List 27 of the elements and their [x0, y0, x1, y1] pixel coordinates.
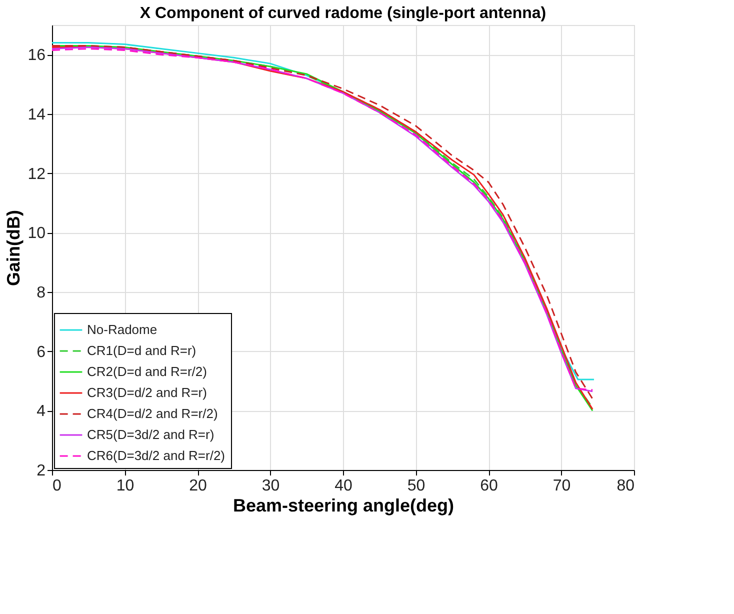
legend-label: CR1(D=d and R=r) — [87, 343, 196, 358]
y-tick-label: 8 — [36, 284, 46, 302]
y-tick-label: 2 — [36, 462, 46, 480]
y-tick-label: 14 — [28, 106, 46, 124]
legend-label: CR2(D=d and R=r/2) — [87, 364, 207, 379]
legend-label: CR6(D=3d/2 and R=r/2) — [87, 448, 226, 463]
x-tick-label: 50 — [407, 478, 426, 494]
y-tick-label: 10 — [28, 225, 46, 242]
y-tick-label: 12 — [28, 166, 46, 183]
x-tick-label: 20 — [189, 478, 207, 494]
legend-label: CR3(D=d/2 and R=r) — [87, 385, 207, 400]
y-axis-title: Gain(dB) — [4, 210, 24, 286]
x-tick-label: 40 — [334, 478, 352, 494]
x-tick-label: 30 — [262, 478, 280, 494]
x-tick-label: 70 — [552, 478, 571, 494]
x-tick-label: 0 — [52, 478, 62, 494]
x-tick-label: 80 — [616, 478, 635, 494]
legend-label: CR5(D=3d/2 and R=r) — [87, 427, 214, 442]
x-tick-label: 10 — [116, 478, 134, 494]
legend-label: CR4(D=d/2 and R=r/2) — [87, 406, 218, 421]
y-tick-label: 16 — [28, 47, 46, 64]
y-tick-label: 4 — [36, 403, 46, 420]
x-axis-title: Beam-steering angle(deg) — [232, 496, 454, 516]
y-tick-label: 6 — [36, 344, 46, 361]
chart-title: X Component of curved radome (single-port antenna) — [140, 5, 546, 22]
x-tick-label: 60 — [480, 478, 498, 494]
legend-label: No-Radome — [87, 322, 158, 337]
